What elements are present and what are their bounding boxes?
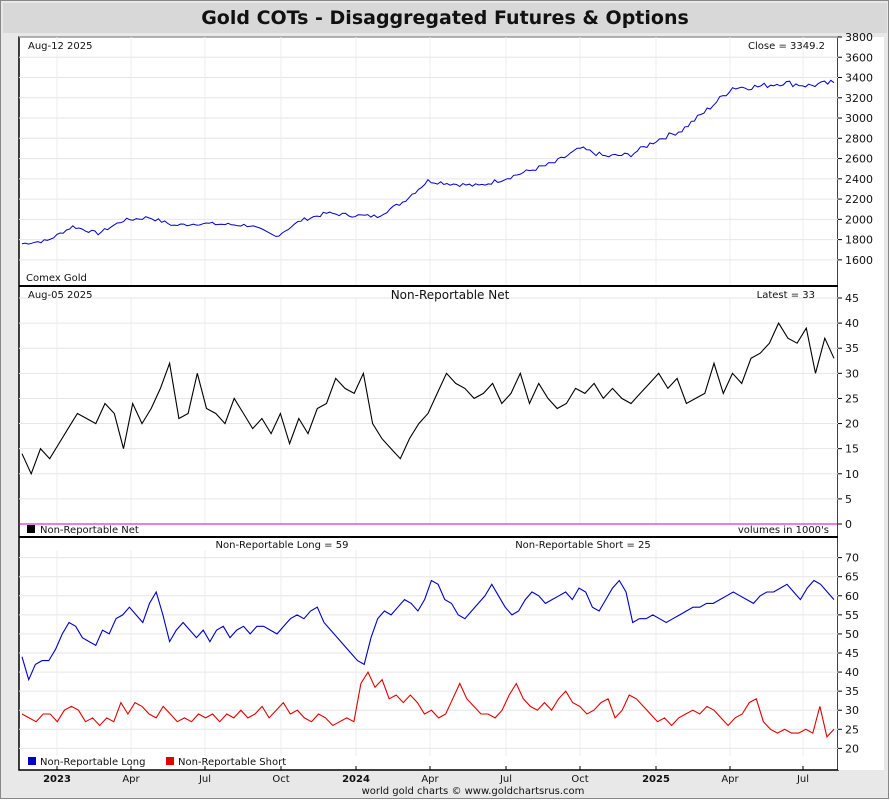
title-bar bbox=[3, 3, 887, 33]
longshort-y-ticks: 20 25 30 35 40 45 50 55 60 65 70 bbox=[838, 552, 859, 755]
net-y-tick-label: 20 bbox=[845, 418, 859, 431]
net-date-label: Aug-05 2025 bbox=[28, 290, 93, 301]
x-tick-label: Jul bbox=[198, 774, 211, 785]
price-gridlines bbox=[19, 36, 838, 286]
longshort-y-tick-label: 35 bbox=[845, 685, 859, 698]
x-tick-label: Apr bbox=[421, 774, 439, 785]
longshort-y-tick-label: 45 bbox=[845, 647, 859, 660]
price-y-tick-label: 2800 bbox=[845, 132, 873, 145]
x-tick-label: 2025 bbox=[642, 774, 670, 785]
net-y-tick-label: 5 bbox=[845, 493, 852, 506]
footer-credit: world gold charts © www.goldchartsrus.co… bbox=[362, 786, 585, 797]
longshort-y-tick-label: 50 bbox=[845, 628, 859, 641]
x-tick-label: Jul bbox=[499, 774, 512, 785]
net-legend-label: Non-Reportable Net bbox=[40, 525, 139, 536]
short-legend-label: Non-Reportable Short bbox=[178, 757, 286, 768]
x-tick-label: 2024 bbox=[342, 774, 370, 785]
plot-area bbox=[18, 36, 839, 771]
x-tick-label: Apr bbox=[122, 774, 140, 785]
price-close-label: Close = 3349.2 bbox=[748, 41, 825, 52]
price-y-ticks: 1600 1800 2000 2200 2400 2600 2800 3000 3200 3400… bbox=[838, 31, 873, 267]
net-y-tick-label: 0 bbox=[845, 518, 852, 531]
longshort-y-tick-label: 55 bbox=[845, 609, 859, 622]
price-y-tick-label: 2400 bbox=[845, 173, 873, 186]
price-y-tick-label: 3000 bbox=[845, 112, 873, 125]
longshort-y-tick-label: 40 bbox=[845, 666, 859, 679]
x-axis-ticks: 2023 Apr Jul Oct 2024 Apr Jul Oct 2025 Apr Jul bbox=[43, 766, 809, 785]
net-units-label: volumes in 1000's bbox=[738, 525, 829, 536]
price-y-tick-label: 1800 bbox=[845, 234, 873, 247]
short-legend-swatch bbox=[166, 757, 174, 765]
y-axis-strip bbox=[838, 37, 884, 770]
price-y-tick-label: 2600 bbox=[845, 153, 873, 166]
long-header-label: Non-Reportable Long = 59 bbox=[216, 540, 349, 551]
net-title: Non-Reportable Net bbox=[391, 288, 510, 302]
price-y-tick-label: 3200 bbox=[845, 92, 873, 105]
price-y-tick-label: 3400 bbox=[845, 72, 873, 85]
longshort-y-tick-label: 65 bbox=[845, 571, 859, 584]
net-y-tick-label: 10 bbox=[845, 468, 859, 481]
net-y-tick-label: 30 bbox=[845, 367, 859, 380]
longshort-y-tick-label: 70 bbox=[845, 552, 859, 565]
price-y-tick-label: 2200 bbox=[845, 193, 873, 206]
long-legend-swatch bbox=[28, 757, 36, 765]
longshort-y-tick-label: 25 bbox=[845, 723, 859, 736]
x-tick-label: 2023 bbox=[43, 774, 71, 785]
net-latest-label: Latest = 33 bbox=[757, 290, 815, 301]
longshort-y-tick-label: 30 bbox=[845, 704, 859, 717]
longshort-y-tick-label: 60 bbox=[845, 590, 859, 603]
price-date-label: Aug-12 2025 bbox=[28, 41, 93, 52]
short-series-line bbox=[21, 670, 835, 739]
price-y-tick-label: 3600 bbox=[845, 51, 873, 64]
price-series-line bbox=[21, 79, 835, 245]
net-y-tick-label: 15 bbox=[845, 443, 859, 456]
x-tick-label: Jul bbox=[796, 774, 809, 785]
price-y-tick-label: 3800 bbox=[845, 31, 873, 44]
x-tick-label: Oct bbox=[272, 774, 289, 785]
price-source-label: Comex Gold bbox=[26, 273, 87, 284]
net-y-tick-label: 40 bbox=[845, 317, 859, 330]
short-header-label: Non-Reportable Short = 25 bbox=[515, 540, 651, 551]
net-legend-swatch bbox=[27, 525, 35, 533]
price-y-tick-label: 2000 bbox=[845, 213, 873, 226]
longshort-y-tick-label: 20 bbox=[845, 742, 859, 755]
x-tick-label: Oct bbox=[571, 774, 588, 785]
chart-title: Gold COTs - Disaggregated Futures & Opti… bbox=[201, 7, 689, 29]
long-legend-label: Non-Reportable Long bbox=[40, 757, 145, 768]
price-y-tick-label: 1600 bbox=[845, 254, 873, 267]
net-y-ticks: 0 5 10 15 20 25 30 35 40 45 bbox=[838, 292, 859, 531]
net-y-tick-label: 25 bbox=[845, 392, 859, 405]
x-tick-label: Apr bbox=[721, 774, 739, 785]
long-series-line bbox=[21, 579, 835, 682]
net-y-tick-label: 45 bbox=[845, 292, 859, 305]
net-y-tick-label: 35 bbox=[845, 342, 859, 355]
net-series-line bbox=[21, 321, 835, 476]
